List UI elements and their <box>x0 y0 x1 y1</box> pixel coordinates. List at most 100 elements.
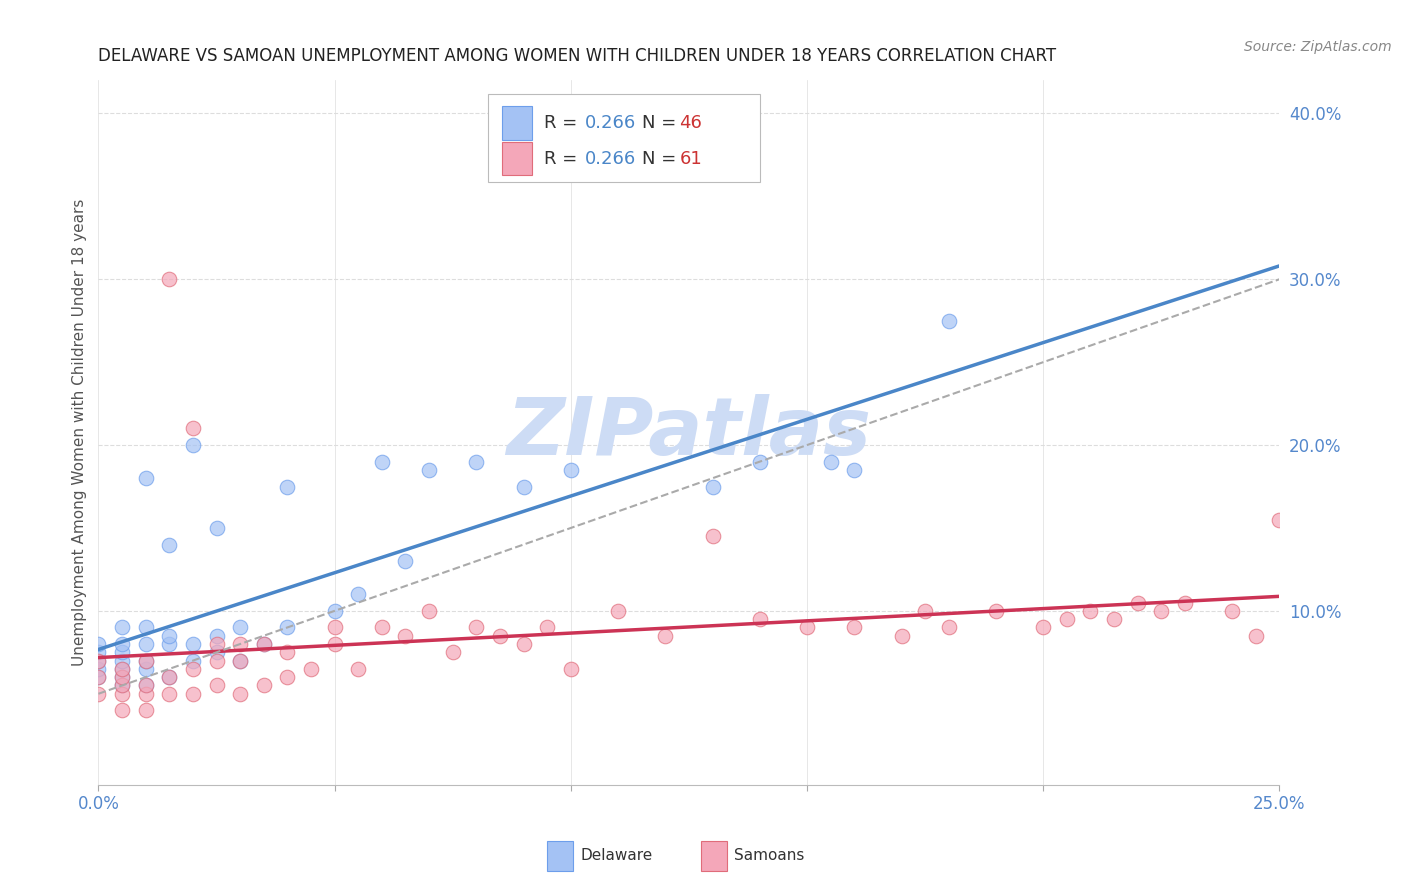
Text: R =: R = <box>544 150 582 169</box>
Point <box>111 703 134 717</box>
Point <box>253 637 276 651</box>
Point <box>229 637 252 651</box>
Point <box>135 654 157 668</box>
Point <box>157 629 180 643</box>
Point <box>181 654 204 668</box>
Point <box>347 662 370 676</box>
Text: N =: N = <box>641 150 682 169</box>
Point <box>111 645 134 659</box>
Point <box>938 620 960 634</box>
Point <box>607 604 630 618</box>
Point <box>465 620 488 634</box>
Text: 46: 46 <box>679 113 703 131</box>
Point <box>938 314 960 328</box>
Text: ZIPatlas: ZIPatlas <box>506 393 872 472</box>
Point <box>914 604 936 618</box>
Point <box>276 670 298 684</box>
Point <box>1102 612 1125 626</box>
Point <box>87 662 110 676</box>
Point <box>654 629 676 643</box>
Point <box>323 604 346 618</box>
Y-axis label: Unemployment Among Women with Children Under 18 years: Unemployment Among Women with Children U… <box>72 199 87 666</box>
Point <box>205 645 228 659</box>
Point <box>135 678 157 692</box>
Point <box>394 554 416 568</box>
Point <box>111 678 134 692</box>
Point <box>1244 629 1267 643</box>
Point <box>135 687 157 701</box>
Point <box>489 629 512 643</box>
Point <box>135 471 157 485</box>
Point <box>418 604 440 618</box>
Point <box>205 654 228 668</box>
Point <box>157 537 180 551</box>
Point <box>111 662 134 676</box>
Point <box>157 637 180 651</box>
Point <box>87 654 110 668</box>
Point <box>135 703 157 717</box>
Point <box>229 654 252 668</box>
Point <box>181 637 204 651</box>
Text: N =: N = <box>641 113 682 131</box>
Point <box>253 637 276 651</box>
Point <box>111 670 134 684</box>
Point <box>418 463 440 477</box>
Point <box>135 662 157 676</box>
Point <box>1150 604 1173 618</box>
Point <box>135 678 157 692</box>
Point <box>844 463 866 477</box>
Point <box>890 629 912 643</box>
Point <box>181 421 204 435</box>
Point <box>1056 612 1078 626</box>
Point <box>205 637 228 651</box>
Text: R =: R = <box>544 113 582 131</box>
Point <box>1126 596 1149 610</box>
Point <box>465 455 488 469</box>
Text: Samoans: Samoans <box>734 848 804 863</box>
Bar <box>700 841 727 871</box>
Bar <box>547 841 574 871</box>
Point <box>87 637 110 651</box>
Point <box>111 670 134 684</box>
Point <box>111 687 134 701</box>
Text: Source: ZipAtlas.com: Source: ZipAtlas.com <box>1244 40 1392 54</box>
Point <box>229 687 252 701</box>
Point <box>181 687 204 701</box>
Point <box>1174 596 1197 610</box>
Point <box>87 670 110 684</box>
Point <box>1220 604 1243 618</box>
Point <box>702 529 724 543</box>
Point <box>135 620 157 634</box>
Point <box>253 678 276 692</box>
Point <box>748 612 770 626</box>
Point <box>229 654 252 668</box>
Point <box>323 620 346 634</box>
Bar <box>502 106 531 140</box>
Point <box>323 637 346 651</box>
Point <box>276 479 298 493</box>
Point <box>157 670 180 684</box>
Point <box>87 645 110 659</box>
Point <box>984 604 1007 618</box>
Point <box>844 620 866 634</box>
Point <box>276 620 298 634</box>
Point <box>371 455 394 469</box>
Point <box>111 620 134 634</box>
Bar <box>502 142 531 176</box>
Point <box>229 620 252 634</box>
Point <box>1080 604 1102 618</box>
Point <box>1032 620 1054 634</box>
Point <box>371 620 394 634</box>
Point <box>796 620 818 634</box>
Point <box>441 645 464 659</box>
Point <box>748 455 770 469</box>
Text: DELAWARE VS SAMOAN UNEMPLOYMENT AMONG WOMEN WITH CHILDREN UNDER 18 YEARS CORRELA: DELAWARE VS SAMOAN UNEMPLOYMENT AMONG WO… <box>98 47 1056 65</box>
Point <box>111 637 134 651</box>
Point <box>512 479 534 493</box>
Point <box>560 662 582 676</box>
Point <box>1268 513 1291 527</box>
Text: 61: 61 <box>679 150 702 169</box>
Point <box>394 629 416 643</box>
Point <box>111 662 134 676</box>
Point <box>276 645 298 659</box>
